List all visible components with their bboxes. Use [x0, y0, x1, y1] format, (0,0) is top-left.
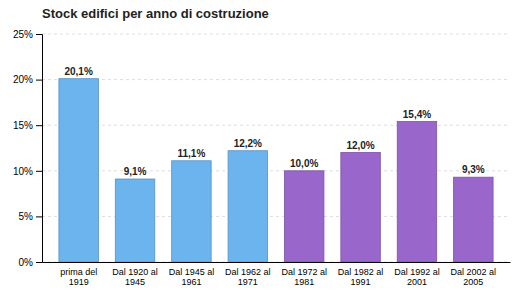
- tick: Dal 1962 al1971: [225, 267, 271, 287]
- plot-area: 0% 5% 10% 15% 20% 25% prima del1919 Dal 1920 al…: [13, 29, 511, 287]
- tick: Dal 1972 al1981: [281, 267, 327, 287]
- tick: Dal 2002 al2005: [451, 267, 497, 287]
- tick-label: Dal 2002 al2005: [451, 267, 497, 287]
- tick-mark: [36, 80, 42, 81]
- data-label: 9,1%: [124, 166, 147, 177]
- tick-mark: [36, 125, 42, 126]
- grid-line: [42, 34, 510, 35]
- bar: [172, 161, 211, 262]
- tick: Dal 1992 al2001: [394, 267, 440, 287]
- tick: Dal 1945 al1961: [169, 267, 215, 287]
- tick-label-line: 1981: [294, 277, 314, 287]
- tick: prima del1919: [60, 267, 97, 287]
- tick-label-line: Dal 1945 al: [169, 267, 215, 277]
- tick-label: 25%: [13, 29, 33, 40]
- tick-label: Dal 1945 al1961: [169, 267, 215, 287]
- chart: Stock edifici per anno di costruzione 0% 5…: [0, 0, 522, 302]
- tick: 15%: [13, 120, 42, 131]
- tick-label: Dal 1972 al1981: [281, 267, 327, 287]
- tick: 5%: [19, 211, 42, 222]
- tick-label-line: 1961: [181, 277, 201, 287]
- grid: [42, 34, 510, 262]
- tick: 25%: [13, 29, 42, 40]
- grid-line: [42, 216, 510, 217]
- tick: Dal 1920 al1945: [112, 267, 158, 287]
- tick-label: Dal 1920 al1945: [112, 267, 158, 287]
- axis-line: [43, 262, 511, 263]
- tick: 0%: [19, 257, 42, 268]
- tick-label-line: 2005: [463, 277, 483, 287]
- tick-label-line: 1991: [351, 277, 371, 287]
- tick-label-line: Dal 1992 al: [394, 267, 440, 277]
- data-label: 12,0%: [346, 140, 374, 151]
- tick-mark: [36, 216, 42, 217]
- tick-label-line: 1945: [125, 277, 145, 287]
- tick-mark: [36, 171, 42, 172]
- bar: [59, 79, 98, 262]
- y-axis: 0% 5% 10% 15% 20% 25%: [13, 29, 43, 268]
- tick-label-line: 1971: [238, 277, 258, 287]
- tick-label: 10%: [13, 166, 33, 177]
- data-label: 15,4%: [403, 109, 431, 120]
- data-label: 11,1%: [178, 148, 206, 159]
- bars: [59, 79, 493, 262]
- data-label: 9,3%: [462, 164, 485, 175]
- tick: Dal 1982 al1991: [338, 267, 384, 287]
- tick-label-line: Dal 1982 al: [338, 267, 384, 277]
- tick-mark: [36, 34, 42, 35]
- tick-label: Dal 1982 al1991: [338, 267, 384, 287]
- grid-line: [42, 79, 510, 80]
- bar: [341, 153, 380, 262]
- axis-line: [36, 35, 43, 263]
- bar: [228, 151, 267, 262]
- bar: [115, 179, 154, 262]
- tick-label: Dal 1992 al2001: [394, 267, 440, 287]
- tick-label-line: 1919: [69, 277, 89, 287]
- tick-label: 5%: [19, 211, 34, 222]
- grid-line: [42, 125, 510, 126]
- tick-label-line: 2001: [407, 277, 427, 287]
- bar: [397, 122, 436, 262]
- tick-label: 0%: [19, 257, 34, 268]
- tick-label: 15%: [13, 120, 33, 131]
- bar: [454, 177, 493, 262]
- data-label: 12,2%: [234, 138, 262, 149]
- data-labels: 20,1% 9,1% 11,1% 12,2% 10,0% 12,0% 15,4% 9,3%: [64, 66, 484, 177]
- bar: [284, 171, 323, 262]
- tick-label: 20%: [13, 74, 33, 85]
- data-label: 10,0%: [290, 158, 318, 169]
- tick-label-line: Dal 1920 al: [112, 267, 158, 277]
- tick-label-line: prima del: [60, 267, 97, 277]
- tick-label-line: Dal 2002 al: [451, 267, 497, 277]
- tick-label-line: Dal 1972 al: [281, 267, 327, 277]
- tick: 20%: [13, 74, 42, 85]
- tick-label: prima del1919: [60, 267, 97, 287]
- tick: 10%: [13, 166, 42, 177]
- data-label: 20,1%: [64, 66, 92, 77]
- tick-mark: [36, 262, 42, 263]
- chart-title: Stock edifici per anno di costruzione: [42, 6, 269, 21]
- x-axis: prima del1919Dal 1920 al1945Dal 1945 al1…: [43, 263, 511, 287]
- tick-label-line: Dal 1962 al: [225, 267, 271, 277]
- grid-line: [42, 170, 510, 171]
- grid-line: [42, 262, 510, 263]
- tick-label: Dal 1962 al1971: [225, 267, 271, 287]
